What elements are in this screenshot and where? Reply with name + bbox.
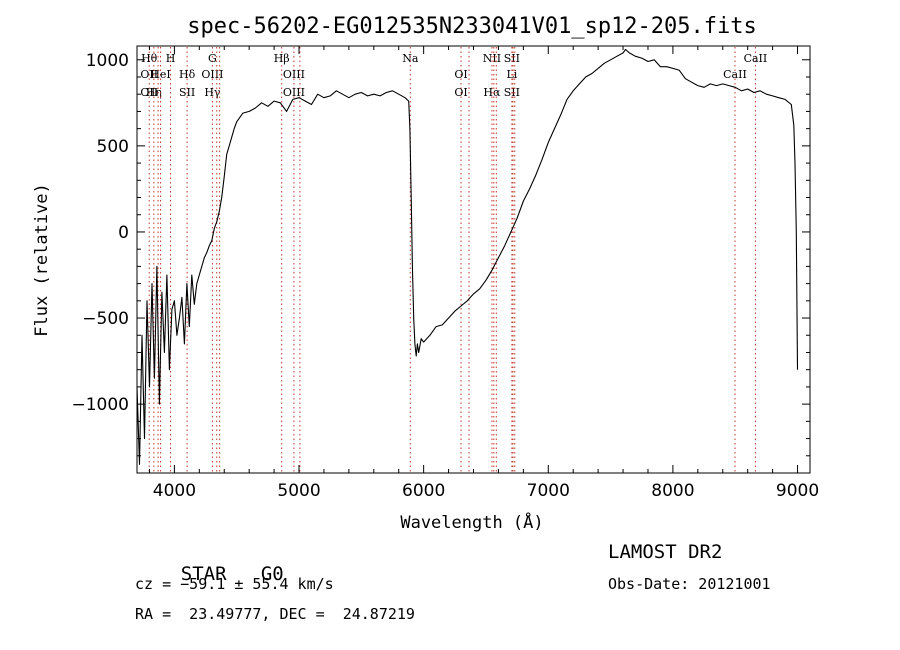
emission-line-markers: HθOIIOIIHηHeIHHδSIIGOIIIHγHβOIIIOIIINaOI… — [140, 47, 767, 472]
x-tick-label: 8000 — [651, 481, 694, 501]
emission-line-label: H — [166, 52, 176, 65]
y-tick-label: 1000 — [86, 51, 129, 71]
emission-line-label: OII — [140, 86, 158, 99]
x-axis: 4000 5000 6000 7000 8000 9000 — [148, 46, 819, 501]
emission-line-label: Hγ — [204, 86, 221, 99]
x-tick-label: 4000 — [153, 481, 196, 501]
y-axis: −1000 −500 0 500 1000 — [71, 51, 810, 457]
emission-line-label: SII — [504, 86, 520, 99]
emission-line-label: Hη — [146, 86, 162, 99]
y-tick-label: −1000 — [71, 395, 129, 415]
emission-line-label: SII — [504, 52, 520, 65]
x-tick-label: 6000 — [402, 481, 445, 501]
emission-line-label: HeI — [150, 68, 170, 81]
emission-line-label: OI — [454, 86, 467, 99]
x-axis-label: Wavelength (Å) — [400, 511, 543, 533]
emission-line-label: CaII — [723, 68, 747, 81]
chart-title: spec-56202-EG012535N233041V01_sp12-205.f… — [187, 14, 757, 39]
emission-line-label: Hα — [483, 86, 501, 99]
x-tick-label: 5000 — [277, 481, 320, 501]
spectrum-series — [136, 48, 799, 465]
emission-line-label: OI — [454, 68, 467, 81]
emission-line-label: Na — [402, 52, 419, 65]
spectrum-chart: spec-56202-EG012535N233041V01_sp12-205.f… — [32, 14, 819, 533]
spectrum-line — [136, 48, 799, 465]
object-class: STAR G0 — [135, 541, 284, 607]
y-tick-label: −500 — [82, 309, 129, 329]
emission-line-label: SII — [179, 86, 195, 99]
emission-line-label: Hβ — [274, 52, 290, 65]
redshift-readout: cz = −59.1 ± 55.4 km/s — [135, 575, 334, 593]
subclass-label: G0 — [260, 563, 284, 585]
emission-line-label: OIII — [283, 86, 305, 99]
emission-line-label: Li — [506, 68, 517, 81]
x-tick-label: 9000 — [776, 481, 819, 501]
survey-label: LAMOST DR2 — [608, 541, 723, 563]
emission-line-label: Hδ — [179, 68, 196, 81]
emission-line-label: Hθ — [141, 52, 158, 65]
y-tick-label: 500 — [97, 137, 129, 157]
class-label: STAR — [180, 563, 227, 585]
obs-date-readout: Obs-Date: 20121001 — [608, 575, 771, 593]
emission-line-label: OIII — [201, 68, 223, 81]
y-axis-label: Flux (relative) — [32, 183, 52, 337]
coordinates-readout: RA = 23.49777, DEC = 24.87219 — [135, 605, 415, 623]
emission-line-label: OIII — [283, 68, 305, 81]
emission-line-label: OII — [140, 68, 158, 81]
y-tick-label: 0 — [118, 223, 129, 243]
plot-frame — [136, 45, 811, 474]
emission-line-label: NII — [483, 52, 501, 65]
x-tick-label: 7000 — [527, 481, 570, 501]
emission-line-label: G — [208, 52, 217, 65]
emission-line-label: CaII — [744, 52, 768, 65]
